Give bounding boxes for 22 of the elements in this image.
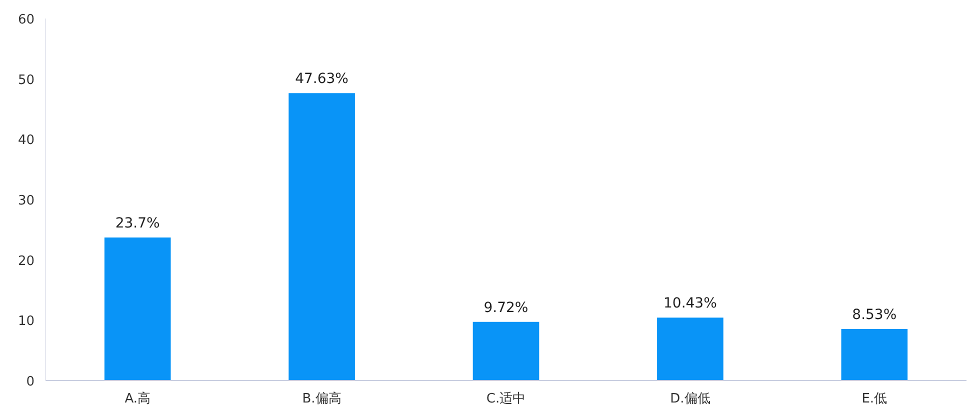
- bar: [288, 93, 355, 380]
- y-tick-label: 10: [18, 314, 35, 330]
- x-tick-label: A.高: [124, 390, 150, 406]
- x-tick-label: C.适中: [486, 392, 526, 406]
- x-tick-label: D.偏低: [670, 392, 710, 406]
- bar: [657, 318, 724, 380]
- bar: [472, 322, 540, 380]
- y-tick-label: 40: [18, 133, 35, 148]
- y-tick-label: 50: [18, 72, 35, 88]
- x-tick-label: B.偏高: [302, 390, 342, 406]
- data-label: 10.43%: [664, 296, 717, 312]
- data-label: 47.63%: [295, 71, 348, 88]
- bar: [104, 238, 171, 380]
- bar: [841, 329, 908, 380]
- y-tick-label: 60: [18, 12, 35, 28]
- y-tick-label: 20: [18, 254, 35, 269]
- data-label: 9.72%: [484, 300, 528, 316]
- data-label: 23.7%: [115, 216, 160, 232]
- y-tick-label: 0: [26, 374, 35, 390]
- data-label: 8.53%: [852, 307, 897, 324]
- x-tick-label: E.低: [862, 392, 888, 406]
- y-tick-label: 30: [18, 194, 35, 208]
